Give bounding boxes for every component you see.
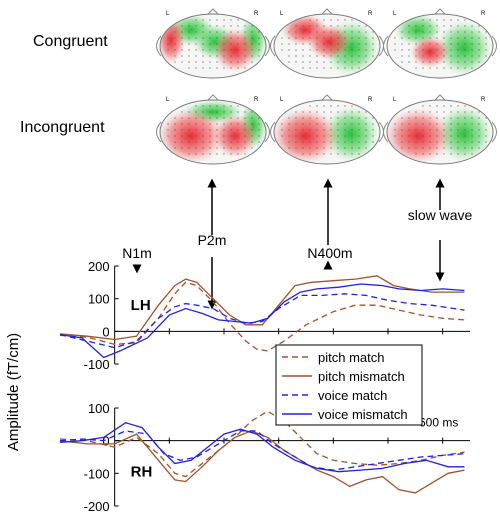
series-line xyxy=(59,283,465,359)
head-label-right: R xyxy=(368,11,373,17)
panel-label: LH xyxy=(131,297,151,314)
head-outline xyxy=(159,99,267,165)
topomap-red-region xyxy=(274,108,339,164)
series-line xyxy=(59,430,465,494)
component-markers: N1m P2m N400m slow wave xyxy=(122,178,473,310)
panel-rh: 100 0 -100 -200 RH 600 ms xyxy=(59,401,470,514)
waveform-panels: 200 100 0 -100 LH 100 0 -100 -200 RH 600 ms xyxy=(59,259,470,514)
series-line xyxy=(59,430,465,471)
panel-label: RH xyxy=(131,464,153,481)
legend-entry: pitch match xyxy=(318,350,384,365)
head-nose xyxy=(433,94,447,102)
y-tick-label: 0 xyxy=(102,434,109,449)
head-label-right: R xyxy=(481,11,486,17)
topomap-red-region xyxy=(387,108,452,164)
head-outline xyxy=(386,99,494,165)
head-nose xyxy=(320,94,334,102)
panel-lh: 200 100 0 -100 LH xyxy=(59,259,470,372)
head-outline xyxy=(273,13,381,79)
head-label-right: R xyxy=(481,97,486,103)
legend: pitch match pitch mismatch voice match voic… xyxy=(275,344,423,426)
head-left-ear xyxy=(156,35,162,57)
head-nose xyxy=(320,8,334,16)
head-label-left: L xyxy=(280,97,284,103)
head-label-left: L xyxy=(280,11,284,17)
topomap-green-region xyxy=(436,106,492,162)
head-right-ear xyxy=(264,35,270,57)
head-label-right: R xyxy=(254,11,259,17)
series-line xyxy=(59,410,465,478)
marker-label: N1m xyxy=(122,245,152,261)
head-right-ear xyxy=(264,121,270,143)
row-label-incongruent: Incongruent xyxy=(20,119,105,136)
legend-entry: voice match xyxy=(318,388,387,403)
legend-entry: pitch mismatch xyxy=(318,369,405,384)
head-right-ear xyxy=(491,121,497,143)
series-line xyxy=(59,275,465,341)
head-left-ear xyxy=(270,121,276,143)
head-left-ear xyxy=(156,121,162,143)
head-outline xyxy=(386,13,494,79)
head-nose xyxy=(433,8,447,16)
head-left-ear xyxy=(270,35,276,57)
head-label-left: L xyxy=(166,11,170,17)
topomap-green-region xyxy=(323,106,379,162)
topomap-red-region xyxy=(160,108,225,164)
marker-label: P2m xyxy=(198,232,227,248)
y-tick-label: 100 xyxy=(88,401,110,416)
head-nose xyxy=(206,94,220,102)
topomap-red-region xyxy=(410,36,450,68)
topomap-red-region xyxy=(213,114,257,158)
topomap-green-region xyxy=(436,20,492,76)
y-tick-label: 100 xyxy=(88,292,110,307)
legend-box xyxy=(275,344,423,426)
marker-label: slow wave xyxy=(408,207,473,223)
head-left-ear xyxy=(383,35,389,57)
time-label: 600 ms xyxy=(419,416,458,430)
head-label-right: R xyxy=(254,97,259,103)
row-label-congruent: Congruent xyxy=(33,33,108,50)
y-tick-label: -200 xyxy=(84,499,110,514)
head-label-right: R xyxy=(368,97,373,103)
series-line xyxy=(59,281,465,352)
head-right-ear xyxy=(491,35,497,57)
topomap-red-region xyxy=(213,28,257,72)
head-outline xyxy=(273,99,381,165)
topomap-red-region xyxy=(307,24,351,60)
y-tick-label: -100 xyxy=(84,466,110,481)
topomap-grid: L R L R L RL R L R L R xyxy=(156,8,497,165)
legend-entry: voice mismatch xyxy=(318,407,408,422)
head-outline xyxy=(159,13,267,79)
head-left-ear xyxy=(383,121,389,143)
marker-label: N400m xyxy=(307,245,352,261)
head-label-left: L xyxy=(166,97,170,103)
head-nose xyxy=(206,8,220,16)
y-tick-label: 0 xyxy=(102,324,109,339)
head-label-left: L xyxy=(393,11,397,17)
y-tick-label: -100 xyxy=(84,357,110,372)
head-label-left: L xyxy=(393,97,397,103)
y-tick-label: 200 xyxy=(88,259,110,274)
series-line xyxy=(59,421,465,473)
series-line xyxy=(59,293,465,349)
y-axis-label: Amplitude (fT/cm) xyxy=(5,333,22,451)
